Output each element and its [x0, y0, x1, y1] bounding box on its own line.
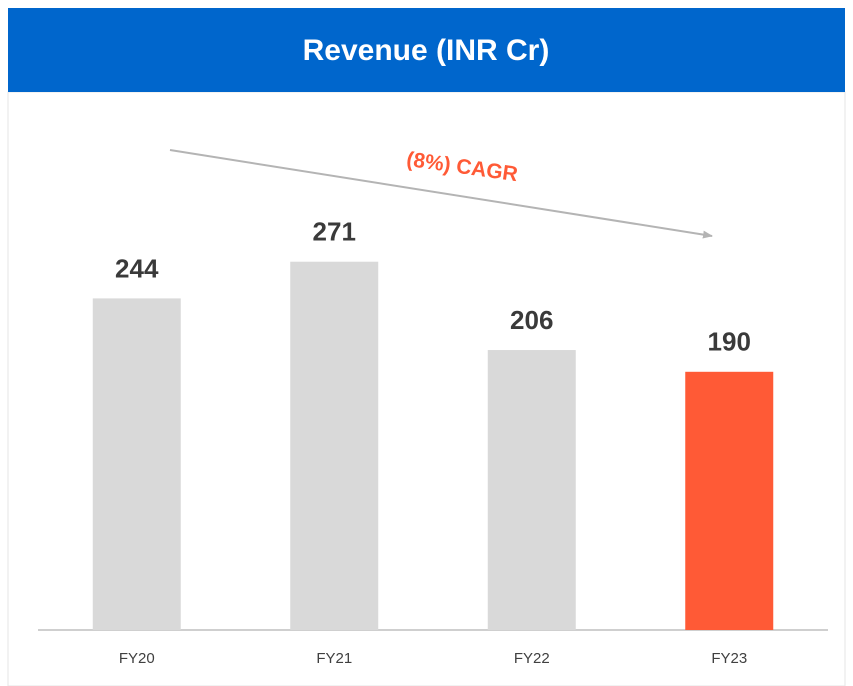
- bar: [487, 350, 576, 630]
- title-banner: [8, 8, 845, 92]
- value-label: 271: [313, 217, 356, 247]
- chart-title: Revenue (INR Cr): [303, 34, 550, 67]
- x-tick-label: FY21: [316, 650, 352, 667]
- x-tick-label: FY23: [711, 650, 747, 667]
- bar: [685, 371, 774, 630]
- trend-arrow: [169, 149, 713, 239]
- x-tick-label: FY22: [514, 650, 550, 667]
- value-label: 206: [510, 305, 553, 335]
- value-label: 244: [115, 253, 159, 283]
- bar: [290, 261, 379, 630]
- bar: [92, 298, 181, 630]
- x-tick-label: FY20: [119, 650, 155, 667]
- cagr-annotation: (8%) CAGR: [405, 148, 519, 186]
- value-label: 190: [708, 327, 751, 357]
